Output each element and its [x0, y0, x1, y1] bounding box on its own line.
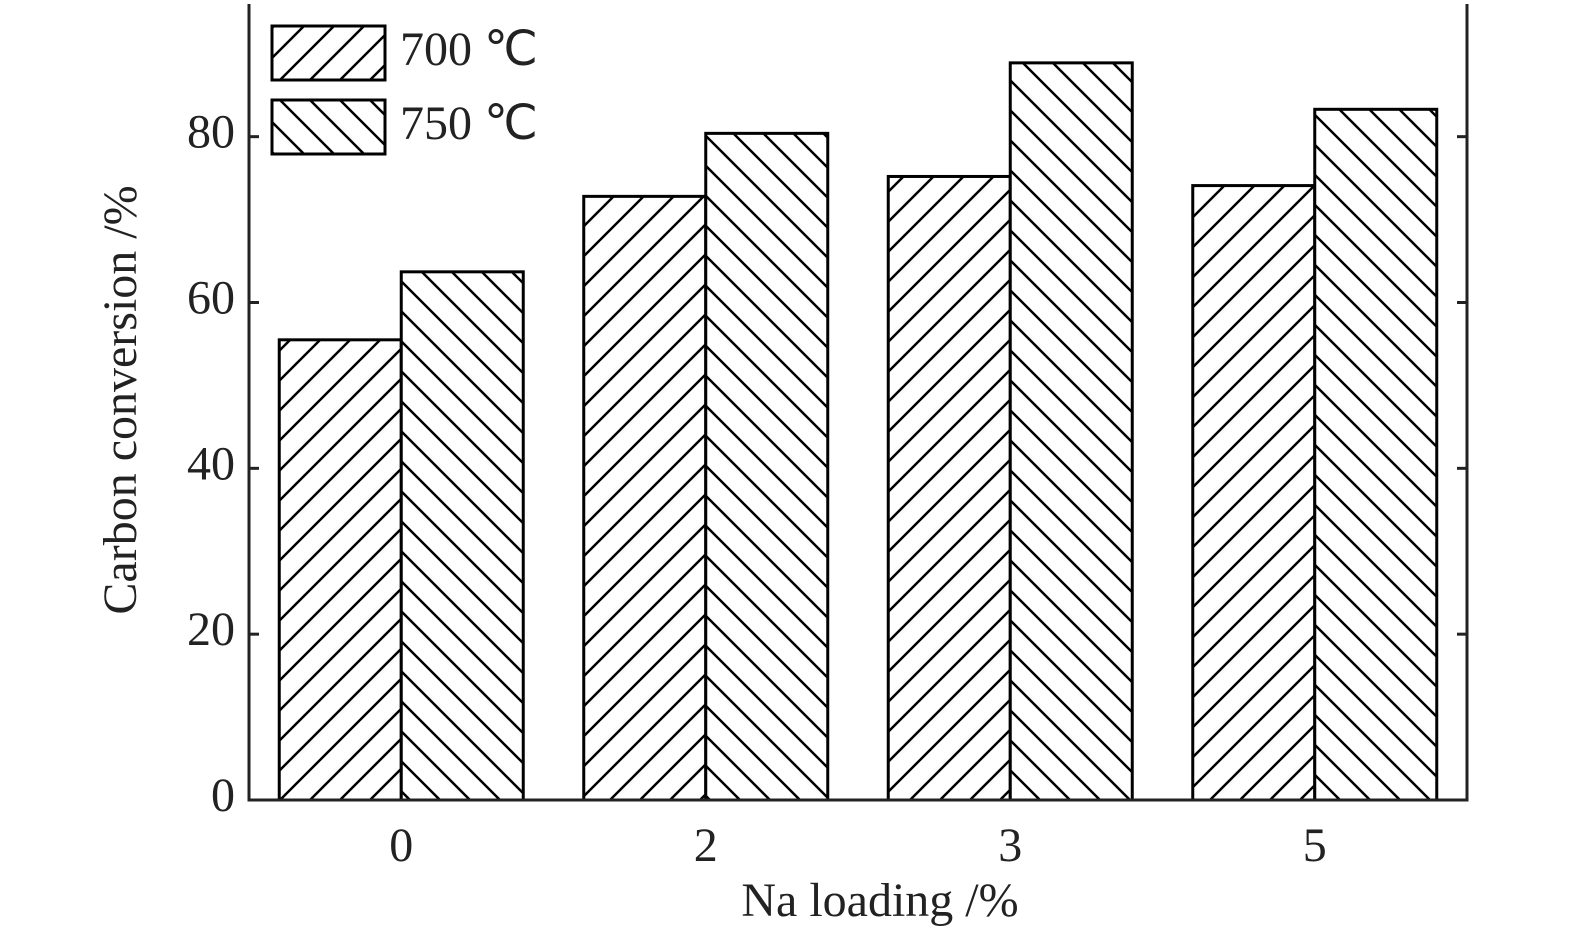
legend-swatch	[270, 24, 387, 82]
bar	[886, 174, 1012, 802]
y-tick-label: 0	[211, 769, 235, 822]
legend-label: 700 ℃	[400, 23, 538, 76]
legend-label: 750 ℃	[400, 97, 538, 150]
bar	[582, 194, 708, 802]
bar	[1008, 61, 1134, 802]
y-tick-label: 60	[187, 272, 235, 325]
y-tick-label: 80	[187, 106, 235, 159]
bar	[1191, 184, 1317, 802]
legend-swatch	[270, 98, 387, 156]
y-axis-label: Carbon conversion /%	[94, 185, 147, 614]
bar	[277, 338, 403, 802]
bar	[399, 270, 525, 802]
x-tick-label: 0	[389, 819, 413, 872]
x-tick-label: 3	[998, 819, 1022, 872]
x-axis-label: Na loading /%	[741, 874, 1018, 927]
y-tick-label: 20	[187, 603, 235, 656]
axis-frame	[247, 4, 1469, 802]
bar	[1313, 107, 1439, 802]
bar	[704, 131, 830, 802]
x-tick-label: 2	[694, 819, 718, 872]
y-tick-label: 40	[187, 437, 235, 490]
x-tick-label: 5	[1303, 819, 1327, 872]
